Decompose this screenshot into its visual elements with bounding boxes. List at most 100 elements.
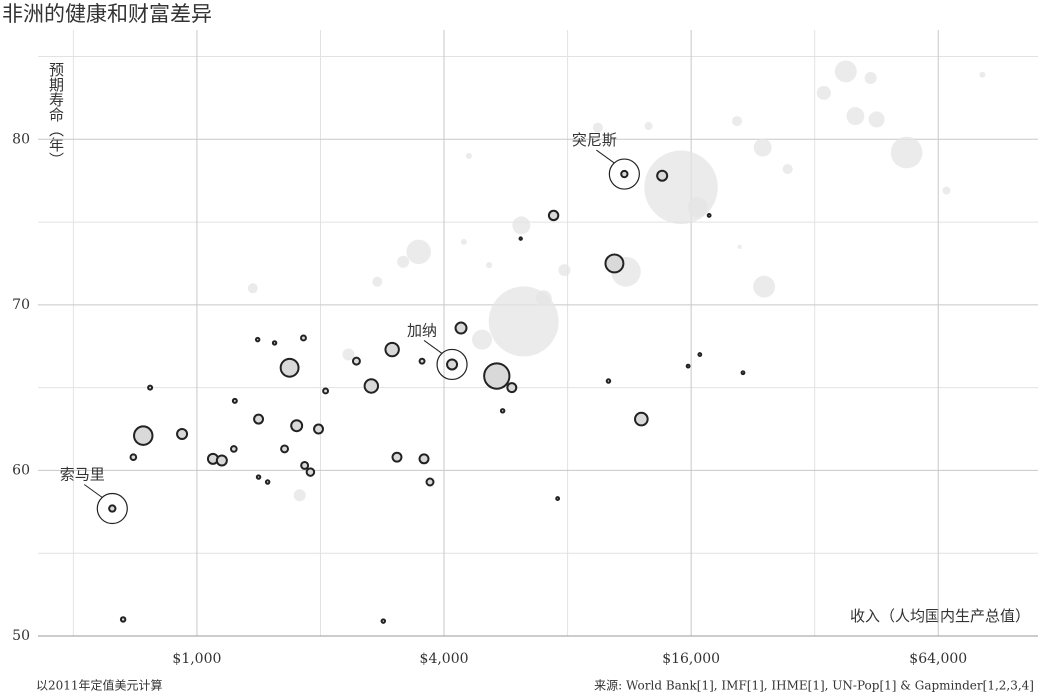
bubble bbox=[300, 334, 307, 342]
bubble bbox=[176, 428, 189, 440]
bubble bbox=[215, 454, 228, 467]
bubble bbox=[253, 413, 265, 425]
bubble bbox=[782, 164, 793, 175]
x-tick-label: $64,000 bbox=[909, 651, 967, 667]
bubble bbox=[547, 209, 560, 222]
bubble bbox=[460, 238, 467, 245]
bubble bbox=[737, 244, 742, 249]
bubble bbox=[133, 425, 154, 446]
bubble bbox=[305, 467, 316, 477]
bubble bbox=[231, 397, 238, 404]
bubble bbox=[834, 60, 857, 83]
bubble bbox=[129, 453, 138, 462]
source: 来源: World Bank[1], IMF[1], IHME[1], UN-P… bbox=[594, 679, 1034, 693]
bubble bbox=[384, 341, 400, 358]
bubble bbox=[406, 239, 431, 265]
y-tick-label: 70 bbox=[12, 297, 30, 313]
bubble bbox=[816, 85, 831, 100]
x-tick-label: $1,000 bbox=[172, 651, 221, 667]
bubble bbox=[351, 356, 361, 366]
bubble bbox=[753, 275, 776, 298]
bubble bbox=[418, 357, 426, 365]
bubble bbox=[518, 236, 523, 241]
bubble bbox=[391, 451, 403, 463]
bubble bbox=[890, 136, 923, 169]
point-label: 索马里 bbox=[60, 466, 105, 484]
highlight-ring bbox=[436, 348, 468, 381]
bubble bbox=[300, 460, 310, 470]
bubble bbox=[342, 348, 355, 361]
x-tick-label: $16,000 bbox=[662, 651, 720, 667]
bubble bbox=[979, 71, 986, 78]
label-leader bbox=[83, 484, 103, 498]
x-axis-label: 收入（人均国内生产总值） bbox=[850, 607, 1030, 625]
y-tick-label: 50 bbox=[12, 628, 30, 644]
bubble bbox=[147, 384, 154, 391]
bubble bbox=[706, 213, 712, 218]
bubble bbox=[271, 340, 278, 346]
bubble bbox=[740, 370, 746, 376]
bubble bbox=[753, 138, 772, 157]
bubble bbox=[255, 474, 262, 480]
y-tick-label: 60 bbox=[12, 462, 30, 478]
bubble bbox=[605, 378, 612, 384]
bubble bbox=[418, 453, 430, 465]
label-leader bbox=[596, 149, 615, 164]
bubble bbox=[942, 186, 951, 195]
bubble bbox=[247, 283, 258, 294]
highlight-ring bbox=[608, 158, 640, 190]
bubble bbox=[279, 357, 300, 378]
bubble bbox=[264, 479, 271, 485]
footnote: 以2011年定值美元计算 bbox=[36, 678, 163, 693]
bubble bbox=[290, 419, 304, 433]
chart-title: 非洲的健康和财富差异 bbox=[2, 2, 212, 26]
bubble bbox=[604, 253, 625, 274]
bubble bbox=[486, 262, 493, 269]
y-axis-label: 预期寿命（年） bbox=[47, 62, 65, 167]
bubble bbox=[555, 496, 561, 501]
bubble bbox=[644, 150, 718, 225]
bubble bbox=[425, 477, 435, 487]
x-tick-label: $4,000 bbox=[420, 651, 469, 667]
point-label: 突尼斯 bbox=[572, 131, 617, 149]
bubble bbox=[634, 411, 649, 427]
bubble bbox=[454, 321, 468, 335]
bubble bbox=[119, 616, 127, 623]
bubble bbox=[313, 423, 324, 435]
bubble bbox=[483, 362, 511, 390]
bubble bbox=[687, 197, 708, 218]
bubble bbox=[322, 387, 330, 395]
bubble bbox=[558, 264, 571, 277]
bubble bbox=[732, 116, 743, 127]
bubble bbox=[465, 152, 472, 159]
bubble bbox=[280, 444, 290, 454]
bubble bbox=[697, 352, 703, 357]
bubble bbox=[363, 378, 380, 394]
bubble bbox=[620, 169, 629, 179]
bubble bbox=[472, 329, 493, 350]
bubble bbox=[397, 255, 410, 268]
y-tick-label: 80 bbox=[12, 131, 30, 147]
bubble bbox=[644, 122, 653, 131]
bubble bbox=[592, 122, 603, 133]
point-label: 加纳 bbox=[407, 321, 437, 339]
bubble bbox=[229, 445, 238, 453]
bubble bbox=[254, 336, 261, 343]
label-leader bbox=[423, 340, 443, 354]
highlight-ring bbox=[96, 492, 128, 525]
bubble bbox=[506, 382, 518, 394]
bubble bbox=[868, 111, 885, 128]
bubble bbox=[380, 618, 387, 624]
bubble bbox=[685, 363, 691, 369]
bubble bbox=[499, 408, 506, 414]
bubble bbox=[512, 216, 531, 235]
bubble bbox=[846, 107, 865, 126]
bubble bbox=[656, 169, 669, 182]
bubble bbox=[108, 504, 117, 513]
bubble bbox=[864, 72, 877, 85]
bubble bbox=[535, 290, 552, 307]
bubble bbox=[293, 489, 306, 502]
bubble bbox=[446, 358, 459, 371]
bubble bbox=[372, 276, 383, 287]
